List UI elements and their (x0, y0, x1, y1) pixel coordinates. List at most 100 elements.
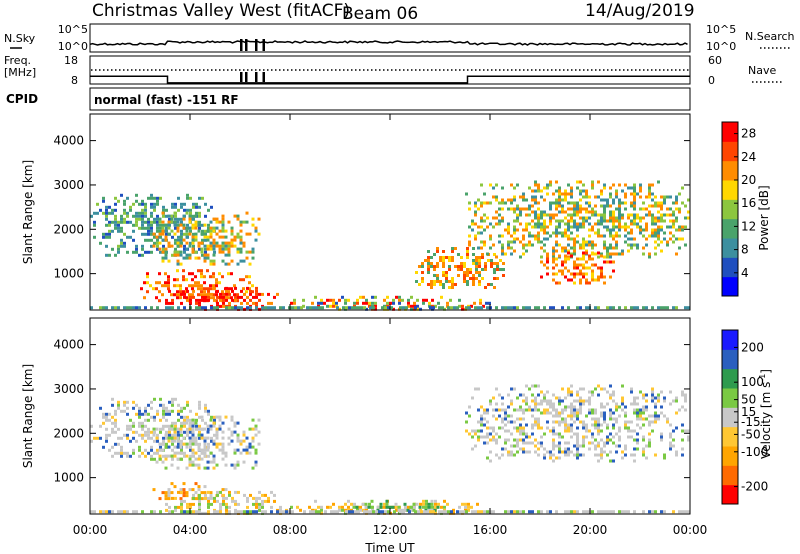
heatmap-cell (481, 256, 484, 259)
heatmap-cell (630, 246, 633, 250)
heatmap-cell (167, 284, 170, 288)
heatmap-cell (129, 418, 132, 422)
heatmap-cell (496, 268, 499, 271)
heatmap-cell (591, 180, 594, 184)
heatmap-cell (153, 415, 156, 419)
heatmap-cell (174, 205, 177, 209)
heatmap-cell (141, 427, 144, 431)
heatmap-cell (161, 284, 164, 288)
heatmap-cell (486, 456, 489, 460)
heatmap-cell (233, 466, 237, 470)
heatmap-cell (198, 214, 201, 218)
heatmap-cell (222, 304, 225, 308)
nsearch-top-tick: 10^5 (706, 23, 736, 36)
heatmap-cell (192, 244, 195, 248)
heatmap-cell (654, 228, 657, 232)
heatmap-cell (165, 430, 168, 434)
heatmap-cell (501, 219, 504, 223)
heatmap-cell (207, 496, 210, 500)
heatmap-cell (579, 263, 582, 267)
heatmap-cell (485, 301, 488, 305)
heatmap-cell (612, 201, 615, 205)
heatmap-cell (597, 278, 600, 282)
heatmap-cell (472, 277, 475, 280)
heatmap-cell (165, 409, 168, 413)
heatmap-cell (480, 183, 483, 187)
heatmap-cell (242, 448, 246, 452)
heatmap-cell (146, 272, 149, 276)
heatmap-cell (567, 251, 570, 255)
heatmap-cell (204, 238, 207, 242)
heatmap-cell (254, 229, 258, 233)
heatmap-cell (585, 510, 588, 514)
heatmap-cell (218, 442, 222, 446)
heatmap-cell (552, 306, 555, 310)
heatmap-cell (179, 497, 183, 501)
heatmap-cell (413, 307, 416, 311)
heatmap-cell (657, 306, 660, 310)
heatmap-cell (552, 414, 555, 418)
heatmap-cell (388, 505, 392, 509)
heatmap-cell (369, 306, 372, 310)
heatmap-cell (648, 213, 651, 217)
heatmap-cell (570, 231, 573, 235)
heatmap-cell (552, 260, 555, 264)
heatmap-cell (206, 229, 210, 233)
heatmap-cell (645, 399, 648, 403)
heatmap-cell (167, 494, 171, 498)
heatmap-cell (591, 441, 594, 445)
heatmap-cell (504, 447, 507, 451)
heatmap-cell (427, 283, 430, 286)
heatmap-cell (576, 222, 579, 226)
heatmap-cell (576, 417, 579, 421)
heatmap-cell (206, 256, 210, 260)
heatmap-cell (353, 301, 356, 305)
heatmap-cell (663, 414, 666, 418)
heatmap-cell (681, 390, 684, 394)
heatmap-cell (657, 225, 660, 229)
heatmap-cell (465, 510, 468, 514)
heatmap-cell (167, 223, 171, 227)
heatmap-cell (507, 246, 510, 250)
heatmap-cell (161, 256, 165, 260)
nsky-gap-mark (240, 39, 243, 51)
heatmap-cell (627, 420, 630, 424)
heatmap-cell (177, 442, 180, 446)
heatmap-cell (678, 246, 681, 250)
cpid-label: CPID (6, 92, 38, 106)
heatmap-cell (290, 301, 293, 305)
heatmap-cell (498, 201, 501, 205)
x-tick-label: 00:00 (73, 523, 108, 537)
heatmap-cell (624, 192, 627, 196)
heatmap-cell (252, 496, 255, 500)
heatmap-cell (546, 213, 549, 217)
heatmap-cell (189, 418, 192, 422)
heatmap-cell (239, 238, 243, 242)
colorbar-swatch (722, 388, 738, 408)
heatmap-cell (213, 415, 216, 419)
heatmap-cell (555, 207, 558, 211)
cpid-panel-frame (89, 87, 691, 111)
heatmap-cell (203, 439, 207, 443)
heatmap-cell (147, 427, 150, 431)
heatmap-cell (105, 205, 108, 209)
heatmap-cell (204, 214, 207, 218)
heatmap-cell (177, 412, 180, 416)
heatmap-cell (606, 402, 609, 406)
heatmap-cell (498, 393, 501, 397)
heatmap-cell (132, 229, 135, 233)
heatmap-cell (168, 306, 171, 310)
heatmap-cell (609, 438, 612, 442)
heatmap-cell (540, 510, 543, 514)
heatmap-cell (600, 438, 603, 442)
heatmap-cell (519, 510, 522, 514)
heatmap-cell (117, 400, 120, 404)
heatmap-cell (126, 433, 129, 437)
heatmap-cell (474, 222, 477, 226)
heatmap-cell (117, 510, 120, 514)
heatmap-cell (195, 205, 198, 209)
heatmap-cell (197, 241, 201, 245)
heatmap-cell (531, 219, 534, 223)
heatmap-cell (203, 442, 207, 446)
heatmap-cell (579, 444, 582, 448)
